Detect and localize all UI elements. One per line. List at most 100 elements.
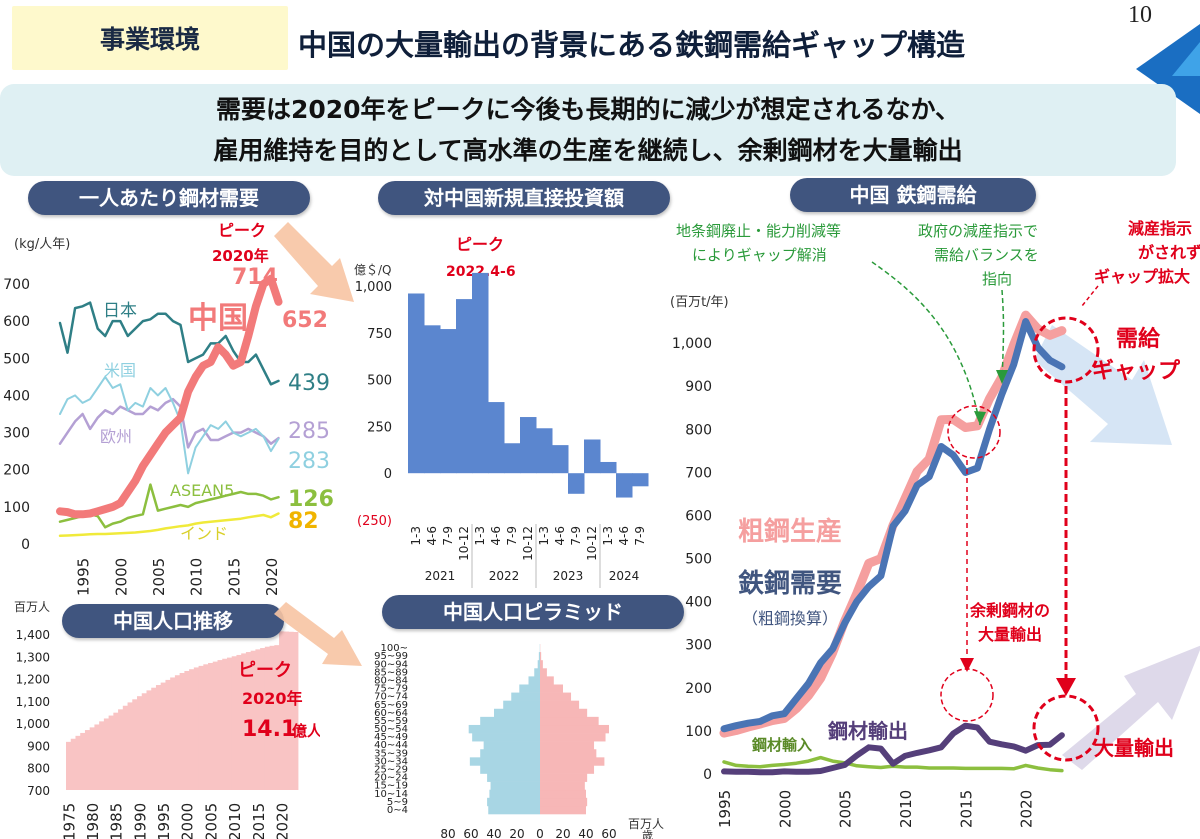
- pop-bar: [184, 670, 190, 790]
- pyramid-xtick-label: 40: [578, 827, 593, 839]
- pop-bar: [179, 673, 185, 790]
- balance-ytick-label: 500: [685, 552, 712, 568]
- fdi-xtick-label: 1-3: [409, 526, 423, 546]
- pyramid-age-label: 70~74: [374, 692, 408, 703]
- pyramid-bar-female: [540, 757, 605, 766]
- pyramid-bar-female: [540, 789, 586, 799]
- fdi-xtick-label: 4-6: [553, 526, 567, 546]
- pyramid-bar-female: [540, 797, 588, 807]
- pyramid-bar-female: [540, 781, 585, 791]
- surplus-label-1: 余剰鋼材の: [969, 601, 1050, 620]
- fdi-bar: [568, 473, 585, 494]
- panel-title-pyramid: 中国人口ピラミッド: [382, 595, 684, 629]
- end-value-japan: 439: [288, 371, 330, 396]
- pyramid-bar-female: [540, 805, 586, 815]
- pyramid-age-label: 60~64: [374, 708, 408, 719]
- fdi-bar: [632, 473, 649, 487]
- pc-xtick-label: 2010: [188, 558, 206, 596]
- pc-xtick-label: 2015: [225, 558, 243, 596]
- balance-xtick-label: 1995: [716, 790, 734, 828]
- pop-bar: [122, 705, 128, 790]
- fdi-xtick-label: 4-6: [489, 526, 503, 546]
- import-label: 鋼材輸入: [751, 736, 812, 754]
- pc-ytick-label: 700: [3, 277, 30, 293]
- pop-bar: [127, 702, 133, 790]
- fdi-bar: [488, 402, 505, 474]
- gap-label-1: 需給: [1116, 326, 1161, 352]
- pyramid-bar-male: [519, 684, 540, 693]
- pop-ytick-label: 1,400: [16, 628, 50, 642]
- balance-ytick-label: 700: [685, 465, 712, 481]
- pyramid-bar-female: [540, 692, 572, 701]
- panel-title-balance: 中国 鉄鋼需給: [790, 178, 1036, 212]
- pyramid-bar-female: [540, 676, 554, 685]
- pop-bar: [118, 709, 124, 790]
- pop-ytick-label: 1,200: [16, 673, 50, 687]
- balance-xtick-label: 2000: [776, 790, 794, 828]
- population-peak-unit: 億人: [292, 722, 320, 740]
- fdi-unit: 億＄/Q: [354, 263, 392, 277]
- pyramid-bar-female: [540, 660, 543, 669]
- peak-label: ピーク: [218, 221, 266, 240]
- pop-bar: [99, 721, 105, 790]
- pyramid-bar-male: [480, 716, 540, 726]
- pop-bar: [141, 693, 147, 790]
- gap-label-2: ギャップ: [1092, 359, 1181, 384]
- pyramid-bar-female: [540, 708, 588, 718]
- end-value-china: 652: [282, 308, 328, 333]
- pyramid-bar-female: [540, 716, 599, 726]
- pyramid-bar-female: [540, 668, 547, 677]
- pyramid-bar-female: [540, 765, 595, 774]
- pyramid-age-label: 15~19: [374, 781, 408, 792]
- population-chart: 700 800 900 1,000 1,100 1,200 1,300 1,400 1975 19…: [16, 628, 320, 839]
- pop-xtick-label: 2000: [179, 803, 197, 839]
- pop-bar: [193, 667, 199, 790]
- pc-xtick-label: 2020: [263, 558, 281, 596]
- pop-bar: [70, 738, 76, 790]
- pop-bar: [189, 669, 195, 790]
- fdi-peak-label: ピーク: [456, 235, 504, 254]
- pyramid-bar-male: [487, 797, 540, 807]
- pop-bar: [89, 727, 95, 790]
- fdi-peak-period: 2022.4-6: [446, 264, 516, 280]
- note-mid-2: 需給バランスを: [934, 246, 1039, 264]
- population-peak-value: 14.1: [242, 717, 296, 742]
- panel-title-fdi: 対中国新規直接投資額: [378, 181, 670, 215]
- section-tag: 事業環境: [12, 6, 288, 70]
- balance-ytick-label: 1,000: [672, 336, 712, 352]
- pop-bar: [212, 661, 218, 790]
- mass-export-label: 大量輸出: [1094, 736, 1174, 760]
- pop-bar: [283, 631, 289, 790]
- balance-xtick-label: 2010: [897, 790, 915, 828]
- pyramid-xtick-label: 20: [555, 827, 570, 839]
- fdi-bar: [408, 293, 425, 474]
- pop-bar: [241, 653, 247, 790]
- demand-sub-label: （粗鋼換算）: [742, 609, 838, 628]
- pyramid-bar-female: [540, 741, 595, 750]
- pop-bar: [208, 662, 214, 790]
- pyramid-bar-female: [540, 700, 580, 710]
- pc-series-line: [58, 512, 280, 538]
- steel-balance-chart: (百万t/年) 0 100 200 300 400 500 600 700 800 900 1,00…: [670, 219, 1200, 828]
- pop-ytick-label: 800: [27, 762, 50, 776]
- pop-bar: [165, 679, 171, 790]
- demand-label: 鉄鋼需要: [738, 568, 842, 599]
- peak-year: 2020年: [212, 247, 269, 265]
- fdi-bar: [536, 428, 553, 474]
- gap-arrow-icon: [1034, 325, 1172, 445]
- pop-ytick-label: 900: [27, 739, 50, 753]
- pyramid-bar-female: [540, 773, 588, 782]
- pop-bar: [260, 648, 266, 790]
- pyramid-unit: 百万人: [628, 817, 664, 831]
- pyramid-bar-male: [469, 757, 540, 766]
- pyramid-bar-male: [537, 660, 540, 669]
- pyramid-age-label: 95~99: [374, 651, 408, 662]
- pop-bar: [217, 660, 223, 790]
- pyramid-age-label: 10~14: [374, 789, 408, 800]
- pyramid-bar-male: [488, 805, 540, 815]
- fdi-ytick-label: 750: [367, 327, 392, 342]
- balance-ytick-label: 0: [703, 767, 712, 783]
- pop-ytick-label: 1,100: [16, 695, 50, 709]
- pc-ytick-label: 0: [21, 537, 30, 553]
- pop-xtick-label: 1985: [108, 803, 126, 839]
